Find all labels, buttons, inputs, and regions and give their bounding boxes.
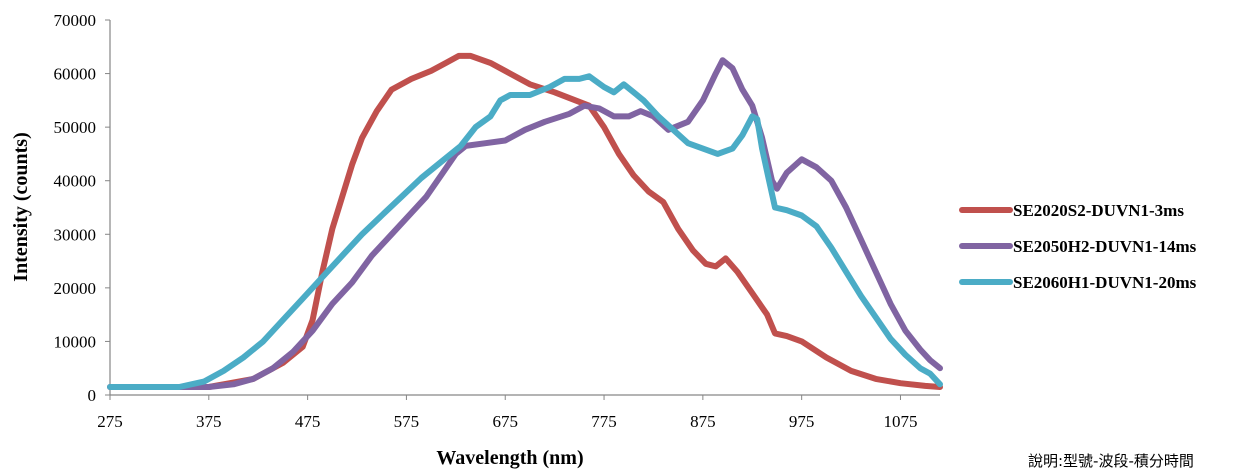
y-axis-title: Intensity (counts) <box>10 132 32 281</box>
x-tick-label: 575 <box>394 412 420 431</box>
x-tick-label: 1075 <box>883 412 917 431</box>
series-lines <box>107 52 943 390</box>
legend-label: SE2050H2-DUVN1-14ms <box>1013 237 1197 256</box>
x-tick-label: 275 <box>97 412 123 431</box>
x-tick-label: 975 <box>789 412 815 431</box>
caption-note: 說明:型號-波段-積分時間 <box>1028 452 1194 470</box>
x-axis-ticks: 275 375 475 575 675 775 875 975 1075 <box>97 395 917 431</box>
series-line-3 <box>107 73 943 390</box>
x-tick-label: 875 <box>690 412 716 431</box>
x-tick-label: 775 <box>591 412 617 431</box>
plot-area: 0 10000 20000 30000 40000 50000 60000 70000 275… <box>54 11 943 431</box>
legend-label: SE2020S2-DUVN1-3ms <box>1013 201 1184 220</box>
y-tick-label: 60000 <box>54 65 97 84</box>
series-line-1 <box>107 52 943 390</box>
series-line-2 <box>107 57 943 390</box>
y-tick-label: 30000 <box>54 225 97 244</box>
y-tick-label: 0 <box>88 386 97 405</box>
x-tick-label: 375 <box>196 412 222 431</box>
legend: SE2020S2-DUVN1-3ms SE2050H2-DUVN1-14ms SE2… <box>959 201 1197 292</box>
legend-label: SE2060H1-DUVN1-20ms <box>1013 273 1197 292</box>
x-tick-label: 475 <box>295 412 321 431</box>
y-axis-ticks: 0 10000 20000 30000 40000 50000 60000 70000 <box>54 11 110 405</box>
y-tick-label: 70000 <box>54 11 97 30</box>
x-axis-title: Wavelength (nm) <box>436 447 583 469</box>
y-tick-label: 40000 <box>54 172 97 191</box>
y-tick-label: 20000 <box>54 279 97 298</box>
x-tick-label: 675 <box>492 412 518 431</box>
y-tick-label: 10000 <box>54 332 97 351</box>
y-tick-label: 50000 <box>54 118 97 137</box>
